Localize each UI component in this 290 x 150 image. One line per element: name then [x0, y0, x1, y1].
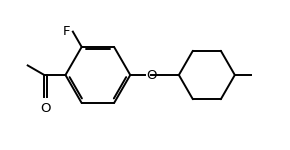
Text: O: O — [146, 69, 157, 81]
Text: F: F — [63, 25, 70, 38]
Text: O: O — [40, 102, 51, 114]
